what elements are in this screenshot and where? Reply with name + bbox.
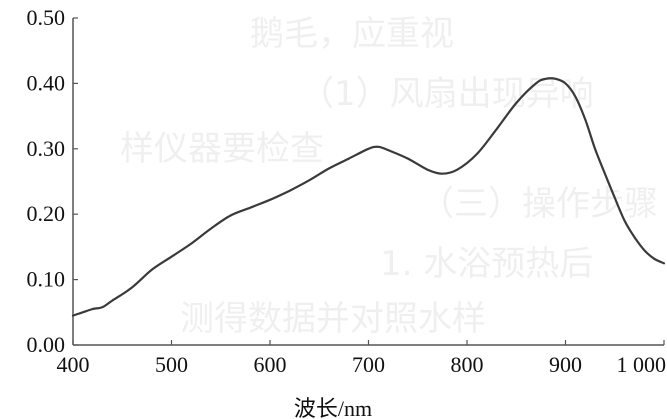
x-tick-label: 800 [451,352,484,377]
x-tick-label: 500 [155,352,188,377]
svg-text:（1）风扇出现异响: （1）风扇出现异响 [300,74,594,114]
y-tick-label: 0.40 [27,70,66,95]
x-tick-label: 1 000 [617,352,667,377]
x-axis-title: 波长/nm [294,396,372,419]
x-tick-label: 900 [549,352,582,377]
axes [72,18,664,346]
x-tick-label: 600 [254,352,287,377]
background-bleed: 鹅毛，应重视 （1）风扇出现异响 样仪器要检查 （三）操作步骤 1. 水浴预热后… [120,14,658,339]
y-tick-label: 0.10 [27,267,66,292]
y-tick-label: 0.30 [27,136,66,161]
y-tick-label: 0.50 [27,5,66,30]
series-group [71,77,666,317]
svg-text:1. 水浴预热后: 1. 水浴预热后 [380,244,593,284]
series-line [71,77,666,317]
x-ticks: 400 500 600 700 800 900 1 000 [57,340,667,377]
y-tick-label: 0.20 [27,201,66,226]
y-ticks: 0.00 0.10 0.20 0.30 0.40 0.50 [27,5,78,357]
svg-text:样仪器要检查: 样仪器要检查 [120,129,324,169]
svg-text:测得数据并对照水样: 测得数据并对照水样 [180,299,486,339]
x-tick-label: 400 [57,352,90,377]
y-tick-label: 0.00 [27,332,66,357]
svg-text:鹅毛，应重视: 鹅毛，应重视 [250,14,454,54]
x-tick-label: 700 [352,352,385,377]
